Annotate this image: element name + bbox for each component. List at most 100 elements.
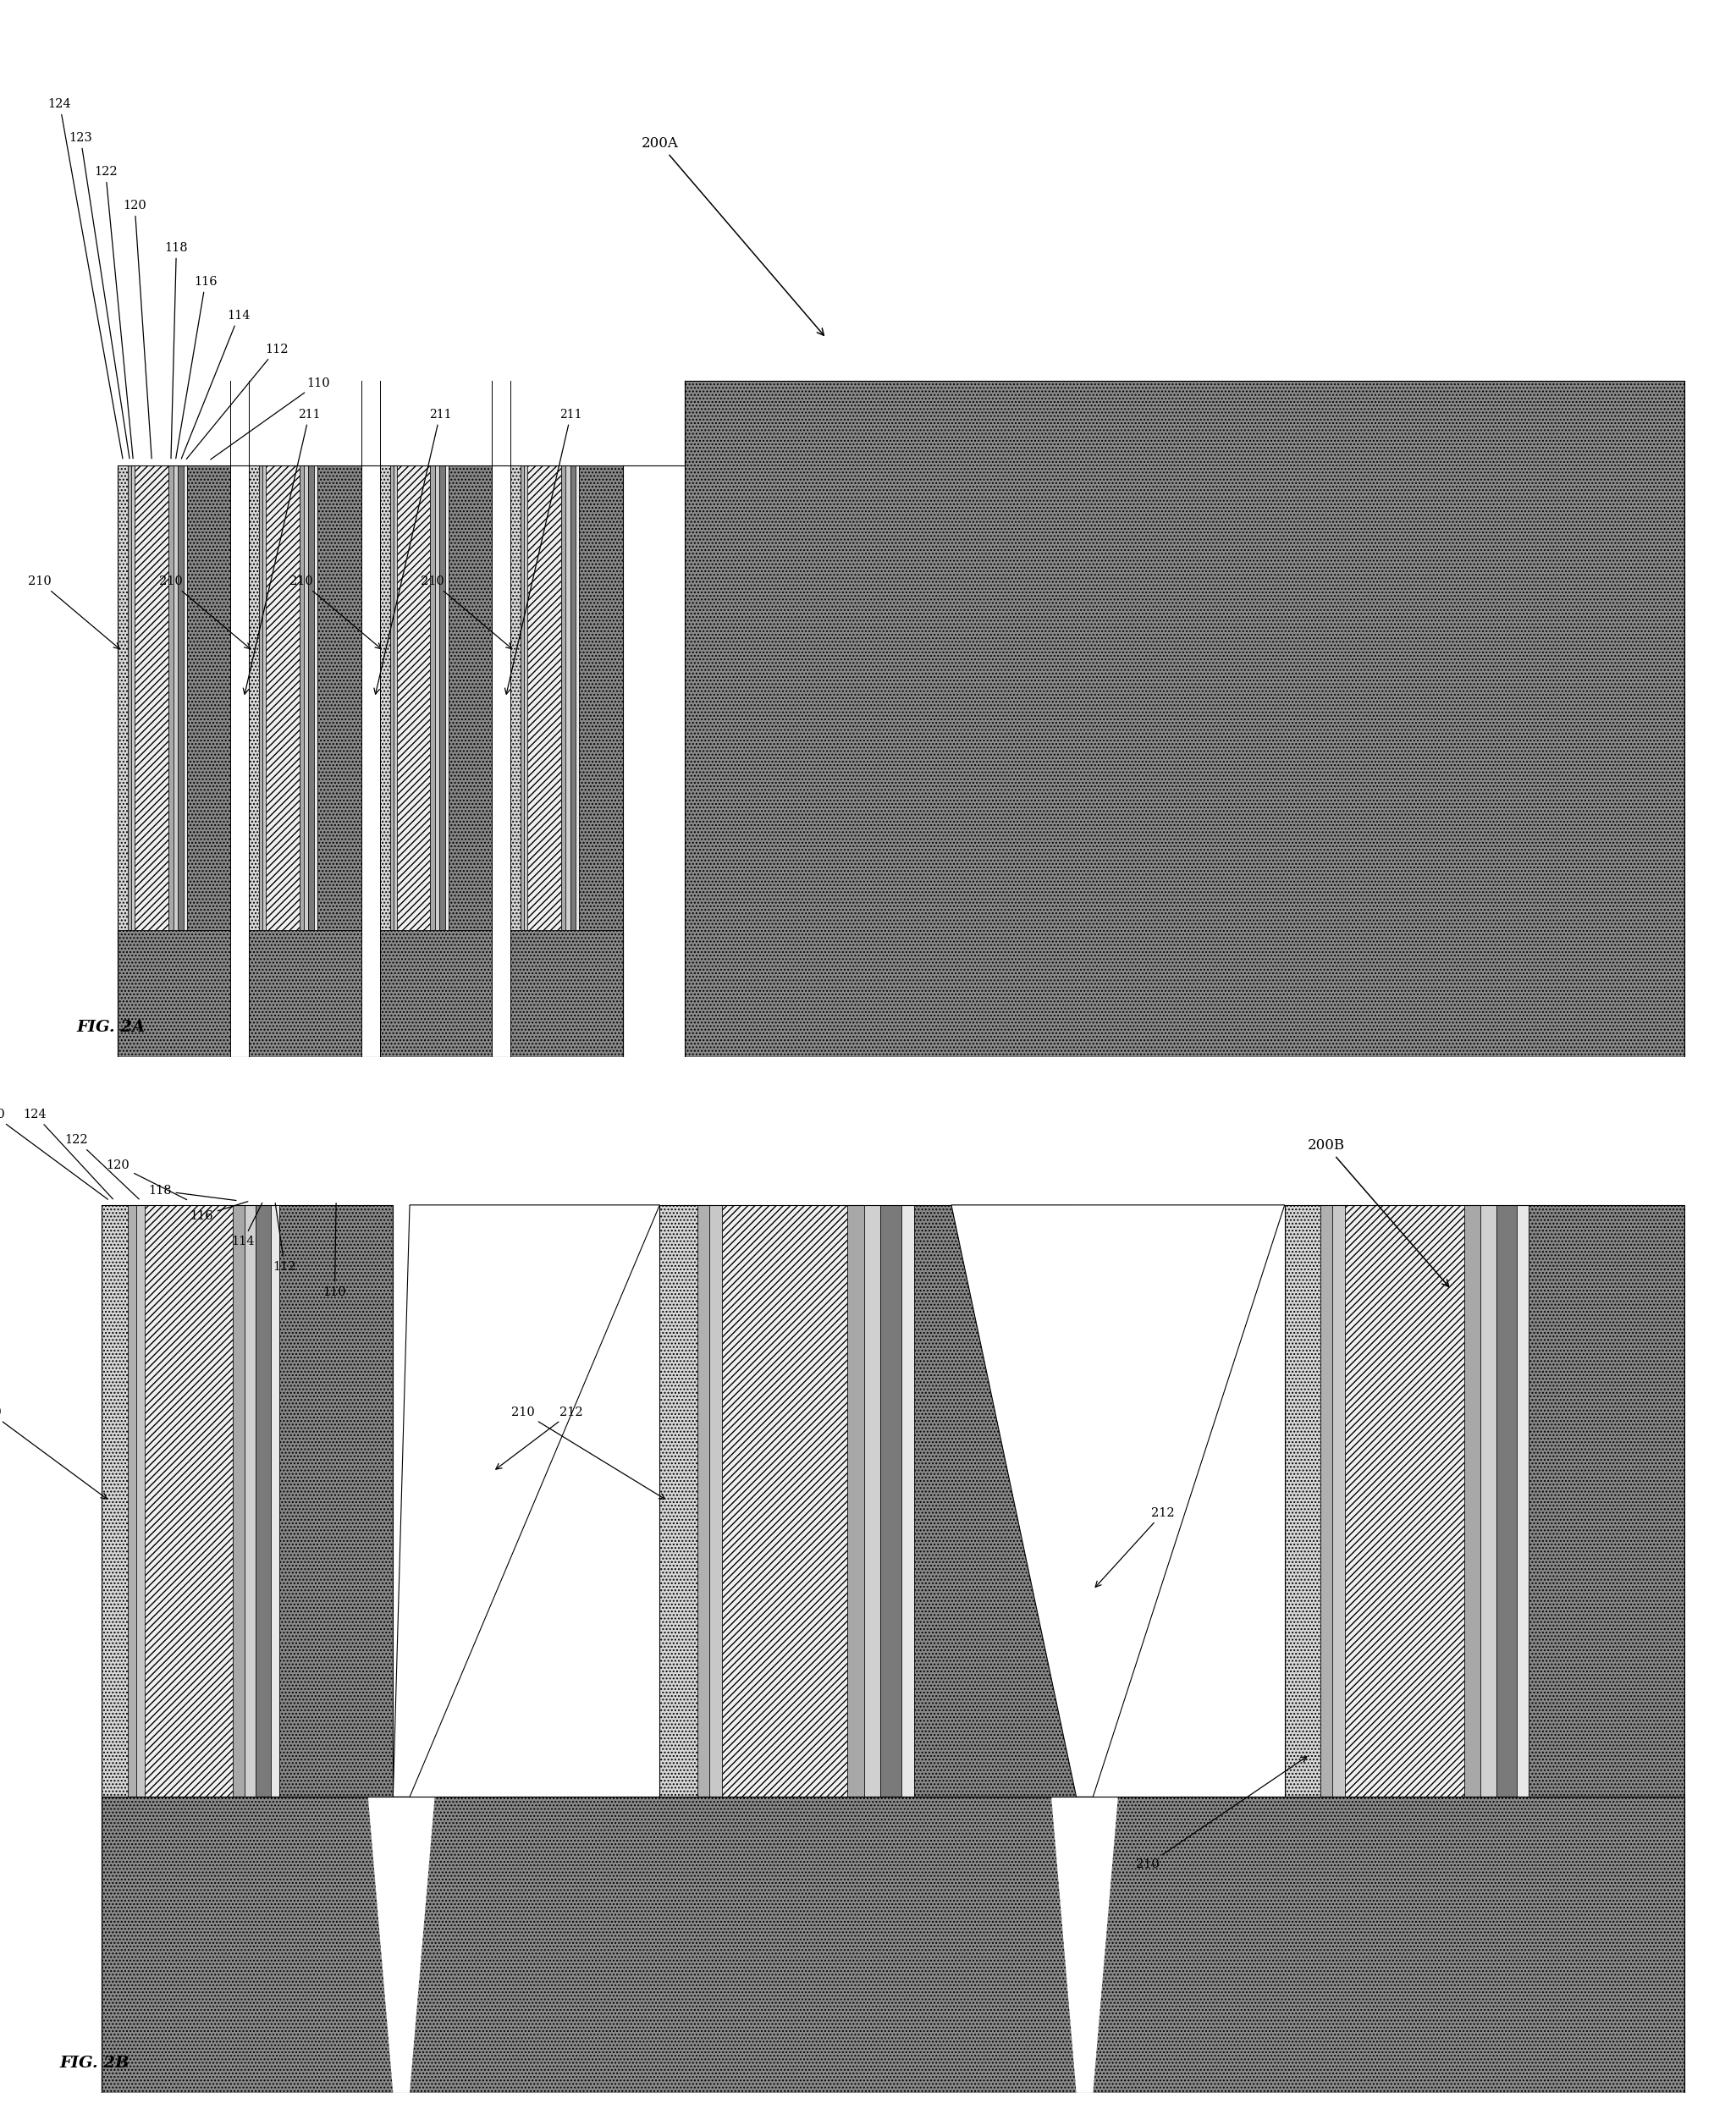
Bar xyxy=(576,465,580,930)
Bar xyxy=(684,381,1684,1057)
Text: 116: 116 xyxy=(189,1201,248,1222)
Bar xyxy=(392,465,396,930)
Bar xyxy=(1333,1205,1345,1797)
Bar xyxy=(255,1205,271,1797)
Text: 210: 210 xyxy=(0,1108,108,1199)
Bar xyxy=(174,465,177,930)
Text: 200A: 200A xyxy=(641,137,825,336)
Bar xyxy=(448,465,493,930)
Bar xyxy=(847,1205,865,1797)
Text: 120: 120 xyxy=(123,199,151,459)
Bar xyxy=(304,465,309,930)
Text: 200B: 200B xyxy=(1307,1139,1450,1287)
Bar xyxy=(231,381,248,1057)
Bar xyxy=(184,465,187,930)
Text: 118: 118 xyxy=(165,241,187,459)
Bar xyxy=(444,465,448,930)
Bar xyxy=(396,465,431,930)
Bar xyxy=(101,1797,1684,2093)
Bar xyxy=(566,465,569,930)
Bar xyxy=(279,1205,392,1797)
Bar xyxy=(380,465,391,930)
Text: 211: 211 xyxy=(243,408,321,693)
Text: 210: 210 xyxy=(0,1406,108,1499)
Bar xyxy=(101,1797,1684,2093)
Bar xyxy=(660,1205,1076,1797)
Bar xyxy=(137,1205,146,1797)
Text: 122: 122 xyxy=(94,165,134,459)
Text: 210: 210 xyxy=(158,575,250,649)
Bar xyxy=(128,465,132,930)
Text: 210: 210 xyxy=(510,1406,665,1499)
Bar xyxy=(1285,1205,1321,1797)
Bar xyxy=(391,465,392,930)
Bar xyxy=(580,465,623,930)
Bar xyxy=(434,465,439,930)
Bar xyxy=(101,1205,128,1797)
Text: 120: 120 xyxy=(106,1158,187,1201)
Bar xyxy=(266,465,300,930)
Bar xyxy=(168,465,174,930)
Bar xyxy=(521,465,524,930)
Text: 124: 124 xyxy=(49,97,123,459)
Text: 210: 210 xyxy=(1135,1757,1307,1871)
Bar xyxy=(524,465,528,930)
Text: 122: 122 xyxy=(64,1133,139,1199)
Polygon shape xyxy=(368,1797,434,2093)
Text: FIG. 2A: FIG. 2A xyxy=(76,1019,146,1036)
Polygon shape xyxy=(951,1205,1285,1797)
Bar xyxy=(1321,1205,1333,1797)
Bar xyxy=(1481,1205,1496,1797)
Bar xyxy=(248,465,259,930)
Bar xyxy=(698,1205,710,1797)
Text: 211: 211 xyxy=(505,408,582,693)
Bar xyxy=(880,1205,901,1797)
Text: 210: 210 xyxy=(290,575,382,649)
Bar xyxy=(1465,1205,1481,1797)
Bar xyxy=(361,381,380,1057)
Text: 212: 212 xyxy=(1095,1507,1175,1588)
Bar xyxy=(259,465,262,930)
Bar xyxy=(318,465,361,930)
Bar xyxy=(1345,1205,1465,1797)
Bar xyxy=(913,1205,1076,1797)
Bar xyxy=(865,1205,880,1797)
Text: 110: 110 xyxy=(323,1203,347,1298)
Bar xyxy=(245,1205,255,1797)
Bar xyxy=(561,465,566,930)
Text: 114: 114 xyxy=(231,1203,262,1247)
Text: FIG. 2B: FIG. 2B xyxy=(59,2055,130,2072)
Bar xyxy=(101,1205,392,1797)
Text: 110: 110 xyxy=(210,376,330,459)
Bar xyxy=(128,1205,137,1797)
Bar xyxy=(510,465,521,930)
Bar xyxy=(1529,1205,1684,1797)
Bar xyxy=(528,465,561,930)
Bar xyxy=(439,465,444,930)
Text: 112: 112 xyxy=(273,1203,297,1273)
Text: 123: 123 xyxy=(69,131,130,459)
Bar xyxy=(1496,1205,1517,1797)
Polygon shape xyxy=(1052,1797,1118,2093)
Bar xyxy=(722,1205,847,1797)
Bar xyxy=(431,465,434,930)
Text: 211: 211 xyxy=(373,408,451,693)
Bar xyxy=(314,465,318,930)
Text: 124: 124 xyxy=(23,1108,113,1199)
Bar xyxy=(710,1205,722,1797)
Bar xyxy=(262,465,266,930)
Bar xyxy=(135,465,168,930)
Text: 212: 212 xyxy=(496,1406,583,1469)
Text: 210: 210 xyxy=(420,575,512,649)
Bar xyxy=(118,465,128,930)
Bar xyxy=(1285,1205,1684,1797)
Bar xyxy=(901,1205,913,1797)
Bar xyxy=(177,465,184,930)
Polygon shape xyxy=(392,1205,660,1797)
Bar xyxy=(271,1205,279,1797)
Bar xyxy=(493,381,510,1057)
Bar xyxy=(146,1205,233,1797)
Bar xyxy=(1517,1205,1529,1797)
Text: 118: 118 xyxy=(148,1184,236,1201)
Bar xyxy=(132,465,135,930)
